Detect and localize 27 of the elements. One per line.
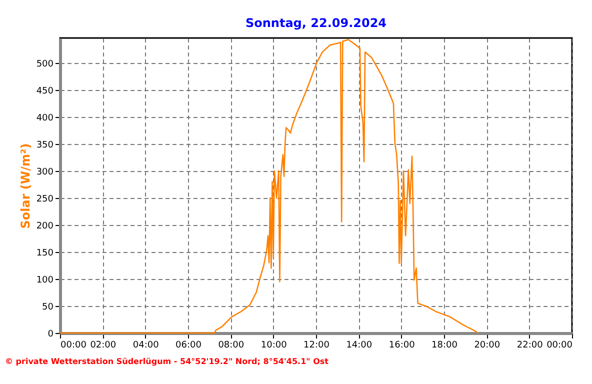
x-tick-label: 14:00: [346, 340, 372, 350]
y-tick-label: 500: [36, 59, 54, 70]
y-tick-label: 100: [36, 275, 54, 286]
y-tick-label: 450: [36, 86, 54, 96]
x-tick-label: 00:00: [60, 340, 87, 350]
x-tick-label: 18:00: [432, 340, 458, 350]
y-tick-label: 400: [36, 113, 54, 124]
y-tick-label: 250: [36, 194, 54, 204]
x-tick-label: 04:00: [132, 340, 160, 350]
x-tick-label: 00:00: [546, 340, 573, 350]
x-tick-label: 12:00: [304, 340, 330, 350]
x-tick-label: 10:00: [260, 340, 288, 350]
y-tick-label: 0: [48, 330, 54, 340]
text: © private Wetterstation Süderlügum - 54°52'19.2" Nord; 8°54'45.1" Ost: [5, 357, 329, 366]
x-tick-label: 02:00: [90, 340, 116, 350]
y-tick-label: 350: [36, 140, 54, 150]
y-axis-title: Solar (W/m²): [18, 143, 32, 229]
y-tick-label: 200: [36, 221, 54, 232]
y-tick-label: 150: [36, 248, 54, 258]
y-tick-label: 50: [42, 302, 54, 312]
x-tick-label: 20:00: [474, 340, 500, 350]
x-tick-label: 22:00: [516, 340, 544, 350]
y-tick-label: 300: [36, 167, 54, 178]
chart-title: Sonntag, 22.09.2024: [245, 16, 387, 30]
x-tick-label: 08:00: [218, 340, 244, 350]
x-tick-label: 16:00: [388, 340, 416, 350]
x-tick-label: 06:00: [176, 340, 202, 350]
